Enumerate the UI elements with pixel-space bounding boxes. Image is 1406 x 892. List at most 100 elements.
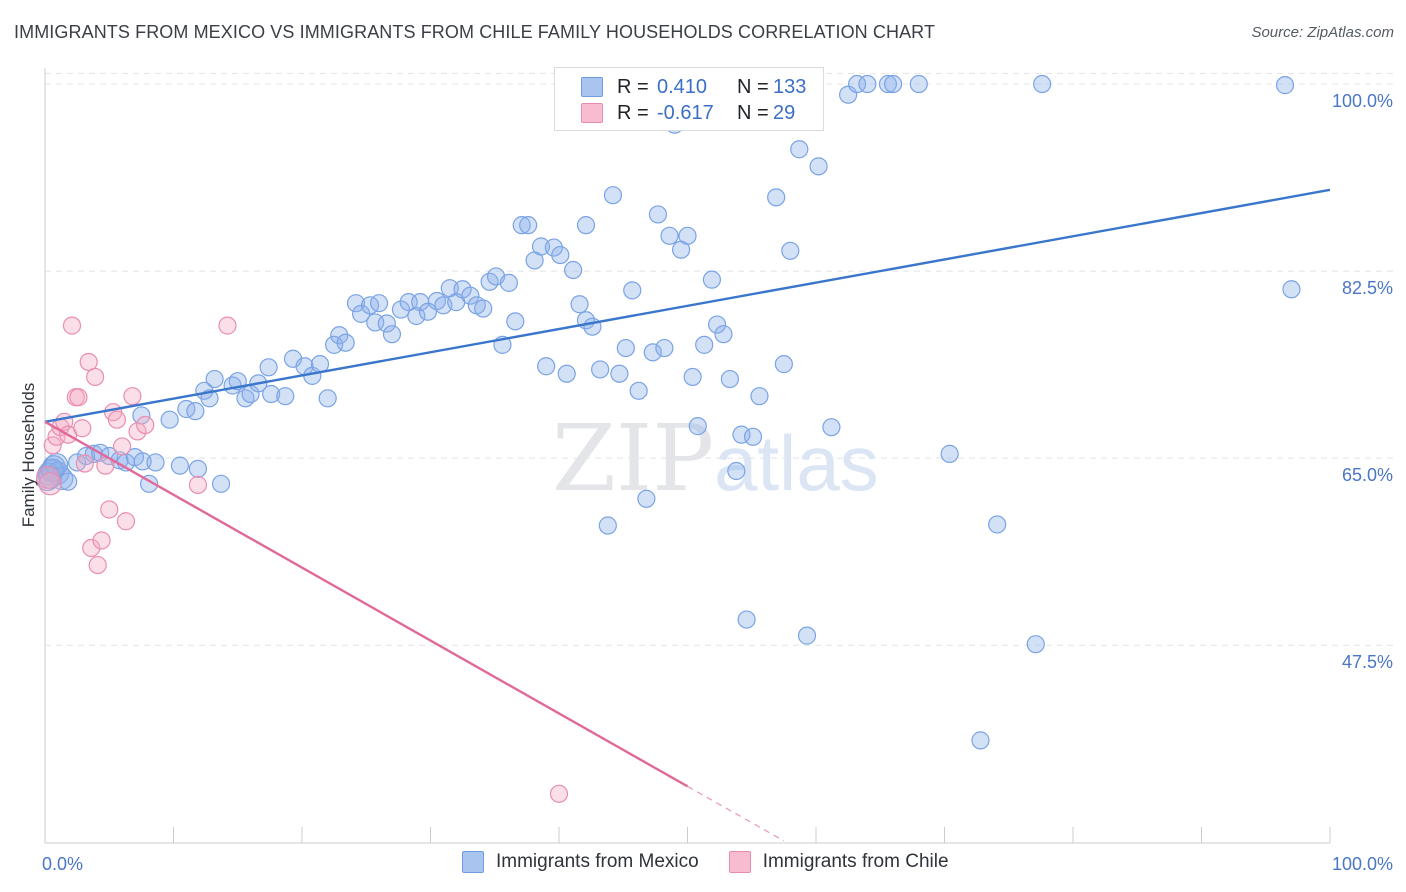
mexico-point [382, 325, 402, 344]
series-swatch-chile [728, 851, 751, 873]
mexico-point [370, 294, 389, 313]
mexico-point [743, 427, 763, 446]
tick-labels: 100.0% 82.5% 65.0% 47.5% 0.0% 100.0% [42, 91, 1393, 874]
mexico-point [702, 270, 722, 289]
chile-trend-line [44, 420, 689, 788]
legend-n-label: N = [737, 101, 769, 124]
mexico-point [377, 314, 396, 333]
mexico-point [598, 516, 617, 535]
series-legend-chile[interactable]: Immigrants from Chile [728, 851, 949, 873]
mexico-point [767, 188, 786, 207]
legend-row-chile: R = -0.617 N = 29 [581, 100, 795, 126]
mexico-point [1033, 74, 1052, 94]
legend-n-value: 29 [773, 101, 796, 124]
chile-point [73, 419, 92, 438]
chile-point [123, 387, 142, 406]
chile-trend-extension [687, 785, 785, 842]
mexico-point [262, 384, 281, 404]
mexico-point [205, 369, 224, 389]
mexico-point [878, 74, 898, 94]
series-legend: Immigrants from Mexico Immigrants from C… [462, 851, 979, 873]
chile-point [69, 388, 88, 407]
chile-point [107, 410, 127, 429]
y-tick-label: 82.5% [1342, 278, 1393, 298]
mexico-point [591, 360, 610, 379]
mexico-point [848, 74, 867, 94]
mexico-point [781, 241, 800, 260]
mexico-point [707, 315, 727, 334]
mexico-point [737, 610, 756, 629]
chile-point [100, 500, 119, 519]
chile-point [62, 316, 82, 335]
mexico-point [774, 355, 793, 374]
mexico-point [678, 226, 697, 245]
mexico-point [909, 74, 928, 94]
mexico-point [391, 300, 411, 319]
mexico-point [648, 205, 668, 224]
mexico-point [537, 357, 556, 376]
chile-point [38, 472, 62, 496]
gridlines [45, 72, 1396, 646]
mexico-point [822, 418, 841, 437]
chile-point [136, 415, 155, 435]
watermark-zip: ZIP [552, 405, 714, 512]
mexico-point [336, 333, 355, 352]
legend-r-value: 0.410 [657, 75, 708, 98]
chile-point [549, 784, 569, 803]
chile-point [86, 367, 105, 387]
x-tick-label: 0.0% [42, 854, 83, 874]
mexico-point [211, 474, 231, 493]
mexico-point [519, 216, 538, 235]
mexico-point [551, 245, 570, 265]
mexico-point [346, 294, 366, 313]
y-tick-label: 65.0% [1342, 465, 1393, 485]
y-tick-label: 47.5% [1342, 652, 1393, 672]
series-legend-mexico[interactable]: Immigrants from Mexico [462, 851, 699, 873]
chile-point [92, 531, 111, 550]
mexico-point [325, 335, 344, 354]
series-swatch-mexico [462, 851, 484, 873]
chile-point [112, 437, 132, 456]
mexico-point [616, 338, 635, 358]
mexico-point [809, 157, 828, 176]
chile-point [79, 352, 98, 372]
mexico-point [940, 444, 959, 463]
mexico-point [160, 410, 179, 429]
mexico-point [660, 226, 679, 245]
mexico-point [683, 367, 702, 387]
mexico-point [1275, 76, 1295, 95]
chile-point [218, 316, 237, 335]
mexico-point [499, 273, 518, 292]
mexico-point [544, 238, 563, 257]
chile-point [116, 512, 136, 531]
mexico-point [474, 299, 493, 318]
mexico-point [318, 389, 337, 408]
trend-lines [44, 188, 1331, 842]
source-label: Source: ZipAtlas.com [1251, 24, 1394, 41]
mexico-point [603, 186, 623, 205]
mexico-point [695, 335, 714, 354]
mexico-point [531, 237, 551, 256]
watermark: ZIP atlas [552, 405, 879, 512]
mexico-point [512, 216, 531, 235]
legend-n-label: N = [737, 75, 769, 98]
mexico-point [883, 74, 903, 94]
axes [44, 68, 1331, 844]
legend-n-value: 133 [773, 75, 807, 98]
mexico-point [1026, 635, 1045, 654]
mexico-point [629, 381, 648, 400]
legend-r-label: R = [617, 75, 649, 98]
mexico-point [330, 326, 349, 345]
legend-row-mexico: R = 0.410 N = 133 [581, 74, 806, 100]
mexico-trend-line [44, 188, 1331, 424]
mexico-point [170, 456, 190, 475]
mexico-point [68, 453, 87, 472]
mexico-point [461, 286, 480, 305]
chile-point [82, 538, 101, 558]
chile-point [188, 475, 208, 494]
mexico-point [637, 489, 656, 508]
mexico-point [790, 140, 809, 159]
mexico-point [655, 338, 674, 358]
y-tick-label: 100.0% [1332, 91, 1393, 111]
data-points [35, 74, 1301, 803]
